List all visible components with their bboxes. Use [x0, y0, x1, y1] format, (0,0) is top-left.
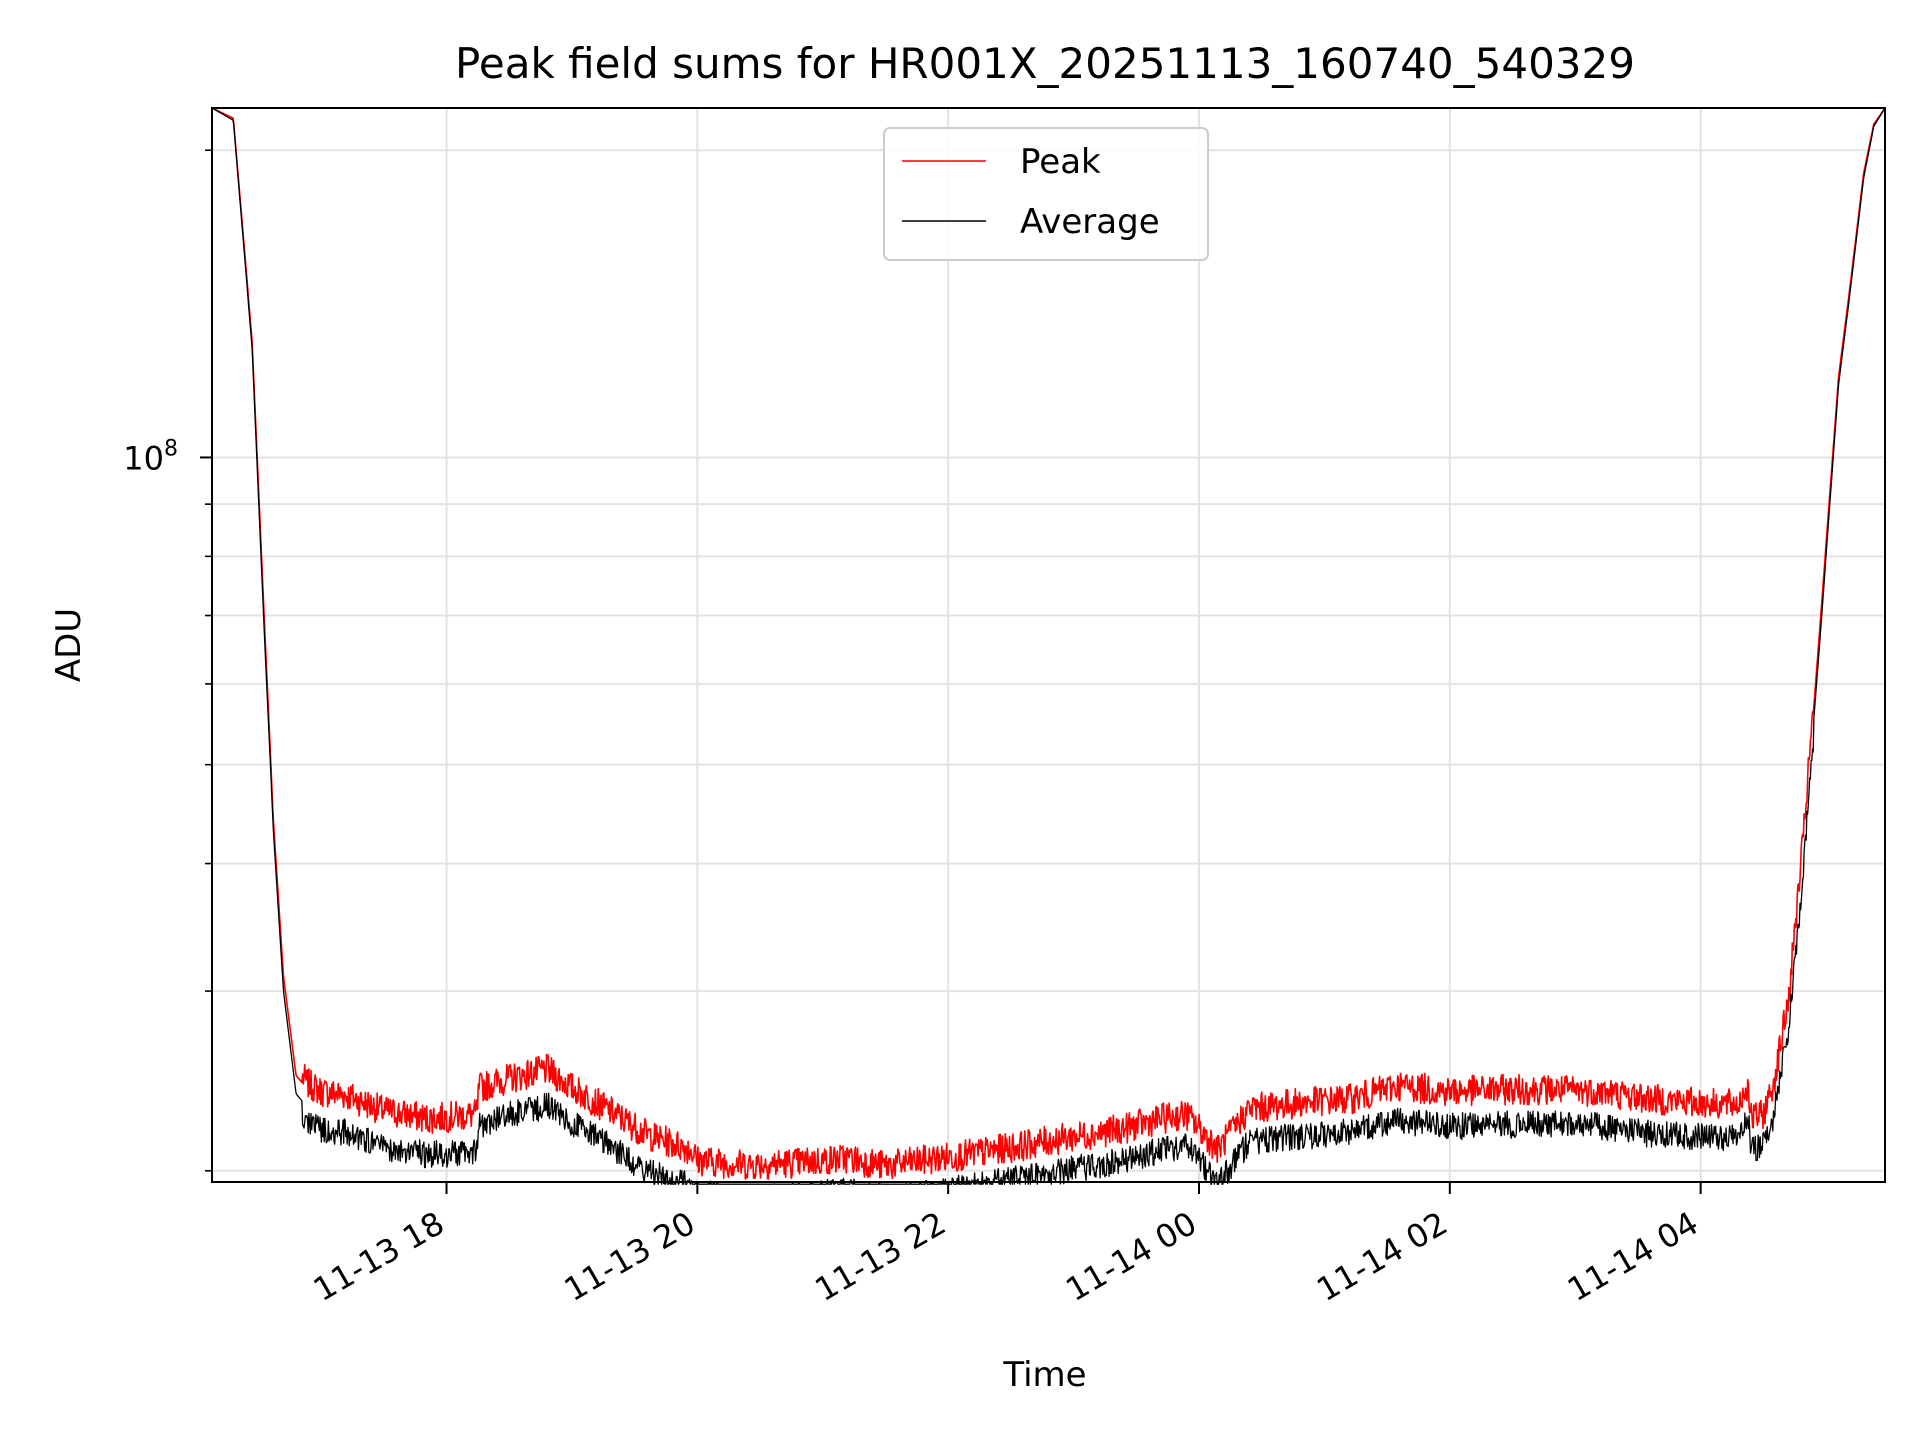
y-axis-label: ADU	[49, 608, 89, 682]
chart-title: Peak field sums for HR001X_20251113_1607…	[455, 39, 1635, 88]
legend: Peak Average	[883, 127, 1209, 261]
peak-series-line	[211, 107, 1886, 1180]
x-axis-label: Time	[1002, 1355, 1086, 1395]
plot-frame	[211, 107, 1886, 1183]
y-tick-label-exponent: 8	[164, 436, 178, 461]
legend-peak-label: Peak	[1020, 142, 1101, 182]
y-tick-label: 108	[123, 436, 178, 477]
legend-average-label: Average	[1020, 202, 1160, 242]
y-tick-label-base: 10	[123, 439, 164, 477]
